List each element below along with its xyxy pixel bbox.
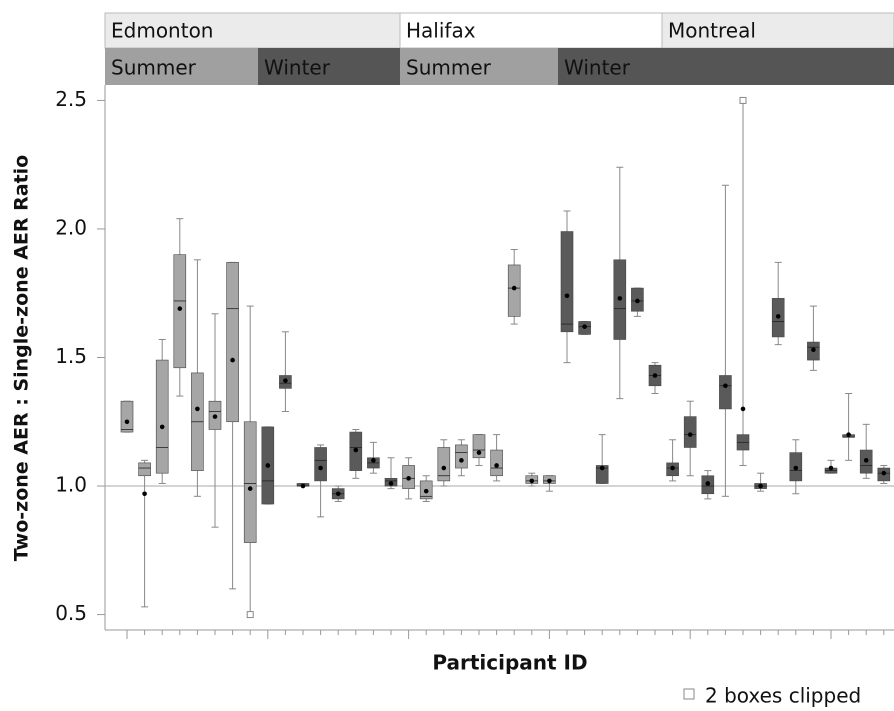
mean-dot [863, 458, 869, 463]
mean-dot [371, 458, 376, 463]
clip-note: 2 boxes clipped [705, 684, 861, 708]
mean-dot [159, 424, 165, 430]
mean-dot [705, 481, 711, 486]
mean-dot [318, 465, 323, 471]
panel-label: Halifax [406, 19, 476, 43]
mean-dot [846, 432, 851, 437]
mean-dot [564, 293, 570, 299]
panel-label: Montreal [668, 19, 756, 43]
season-header [258, 48, 400, 85]
box [138, 462, 151, 477]
mean-dot [230, 357, 235, 363]
mean-dot [881, 470, 887, 476]
box [155, 359, 169, 474]
mean-dot [494, 463, 499, 468]
box [507, 264, 521, 317]
mean-dot [300, 483, 306, 489]
box [243, 421, 257, 543]
mean-dot [811, 347, 816, 353]
box [226, 262, 239, 423]
mean-dot [124, 419, 130, 425]
panel-header [399, 12, 663, 49]
mean-dot [388, 481, 394, 486]
clip-marker [739, 96, 747, 104]
mean-dot [687, 432, 693, 437]
box [314, 447, 327, 482]
season-label: Summer [111, 56, 197, 80]
mean-dot [353, 447, 359, 453]
y-tick-label: 2.0 [55, 215, 87, 239]
box [437, 447, 451, 482]
mean-dot [723, 383, 728, 389]
mean-dot [441, 465, 447, 471]
season-label: Winter [564, 56, 631, 80]
x-axis-label: Participant ID [432, 651, 587, 675]
mean-dot [775, 314, 781, 319]
panel-header [104, 12, 401, 49]
clip-marker [246, 611, 254, 619]
box [595, 465, 609, 484]
mean-dot [828, 465, 834, 471]
box [173, 254, 187, 369]
box [683, 416, 697, 448]
mean-dot [283, 378, 288, 383]
box [560, 231, 574, 333]
clip-icon [683, 688, 695, 700]
y-tick-label: 1.0 [55, 473, 87, 497]
mean-dot [476, 450, 482, 455]
season-label: Winter [264, 56, 331, 80]
mean-dot [177, 306, 183, 311]
season-header [105, 48, 258, 85]
season-header [400, 48, 558, 85]
mean-dot [547, 478, 552, 484]
mean-dot [617, 296, 623, 301]
mean-dot [423, 488, 429, 494]
y-tick-label: 1.5 [55, 344, 87, 368]
mean-dot [142, 491, 147, 497]
box [719, 375, 732, 410]
mean-dot [247, 486, 253, 491]
season-header [558, 48, 894, 85]
mean-dot [459, 458, 464, 463]
mean-dot [635, 298, 640, 304]
mean-dot [599, 465, 605, 471]
box [120, 400, 134, 433]
y-tick-label: 2.5 [55, 87, 87, 111]
mean-dot [652, 373, 658, 378]
mean-dot [740, 406, 746, 412]
mean-dot [670, 465, 675, 471]
box [472, 434, 486, 459]
mean-dot [582, 324, 587, 329]
mean-dot [195, 406, 200, 412]
y-axis-label: Two-zone AER : Single-zone AER Ratio [11, 155, 33, 561]
mean-dot [335, 491, 341, 497]
mean-dot [758, 483, 763, 489]
mean-dot [212, 414, 218, 419]
y-tick-label: 0.5 [55, 601, 87, 625]
mean-dot [406, 476, 411, 481]
mean-dot [793, 465, 799, 471]
box [455, 444, 468, 469]
season-label: Summer [406, 56, 492, 80]
mean-dot [511, 285, 517, 291]
panel-label: Edmonton [111, 19, 213, 43]
mean-dot [529, 478, 535, 484]
mean-dot [265, 463, 271, 468]
box [490, 449, 503, 477]
